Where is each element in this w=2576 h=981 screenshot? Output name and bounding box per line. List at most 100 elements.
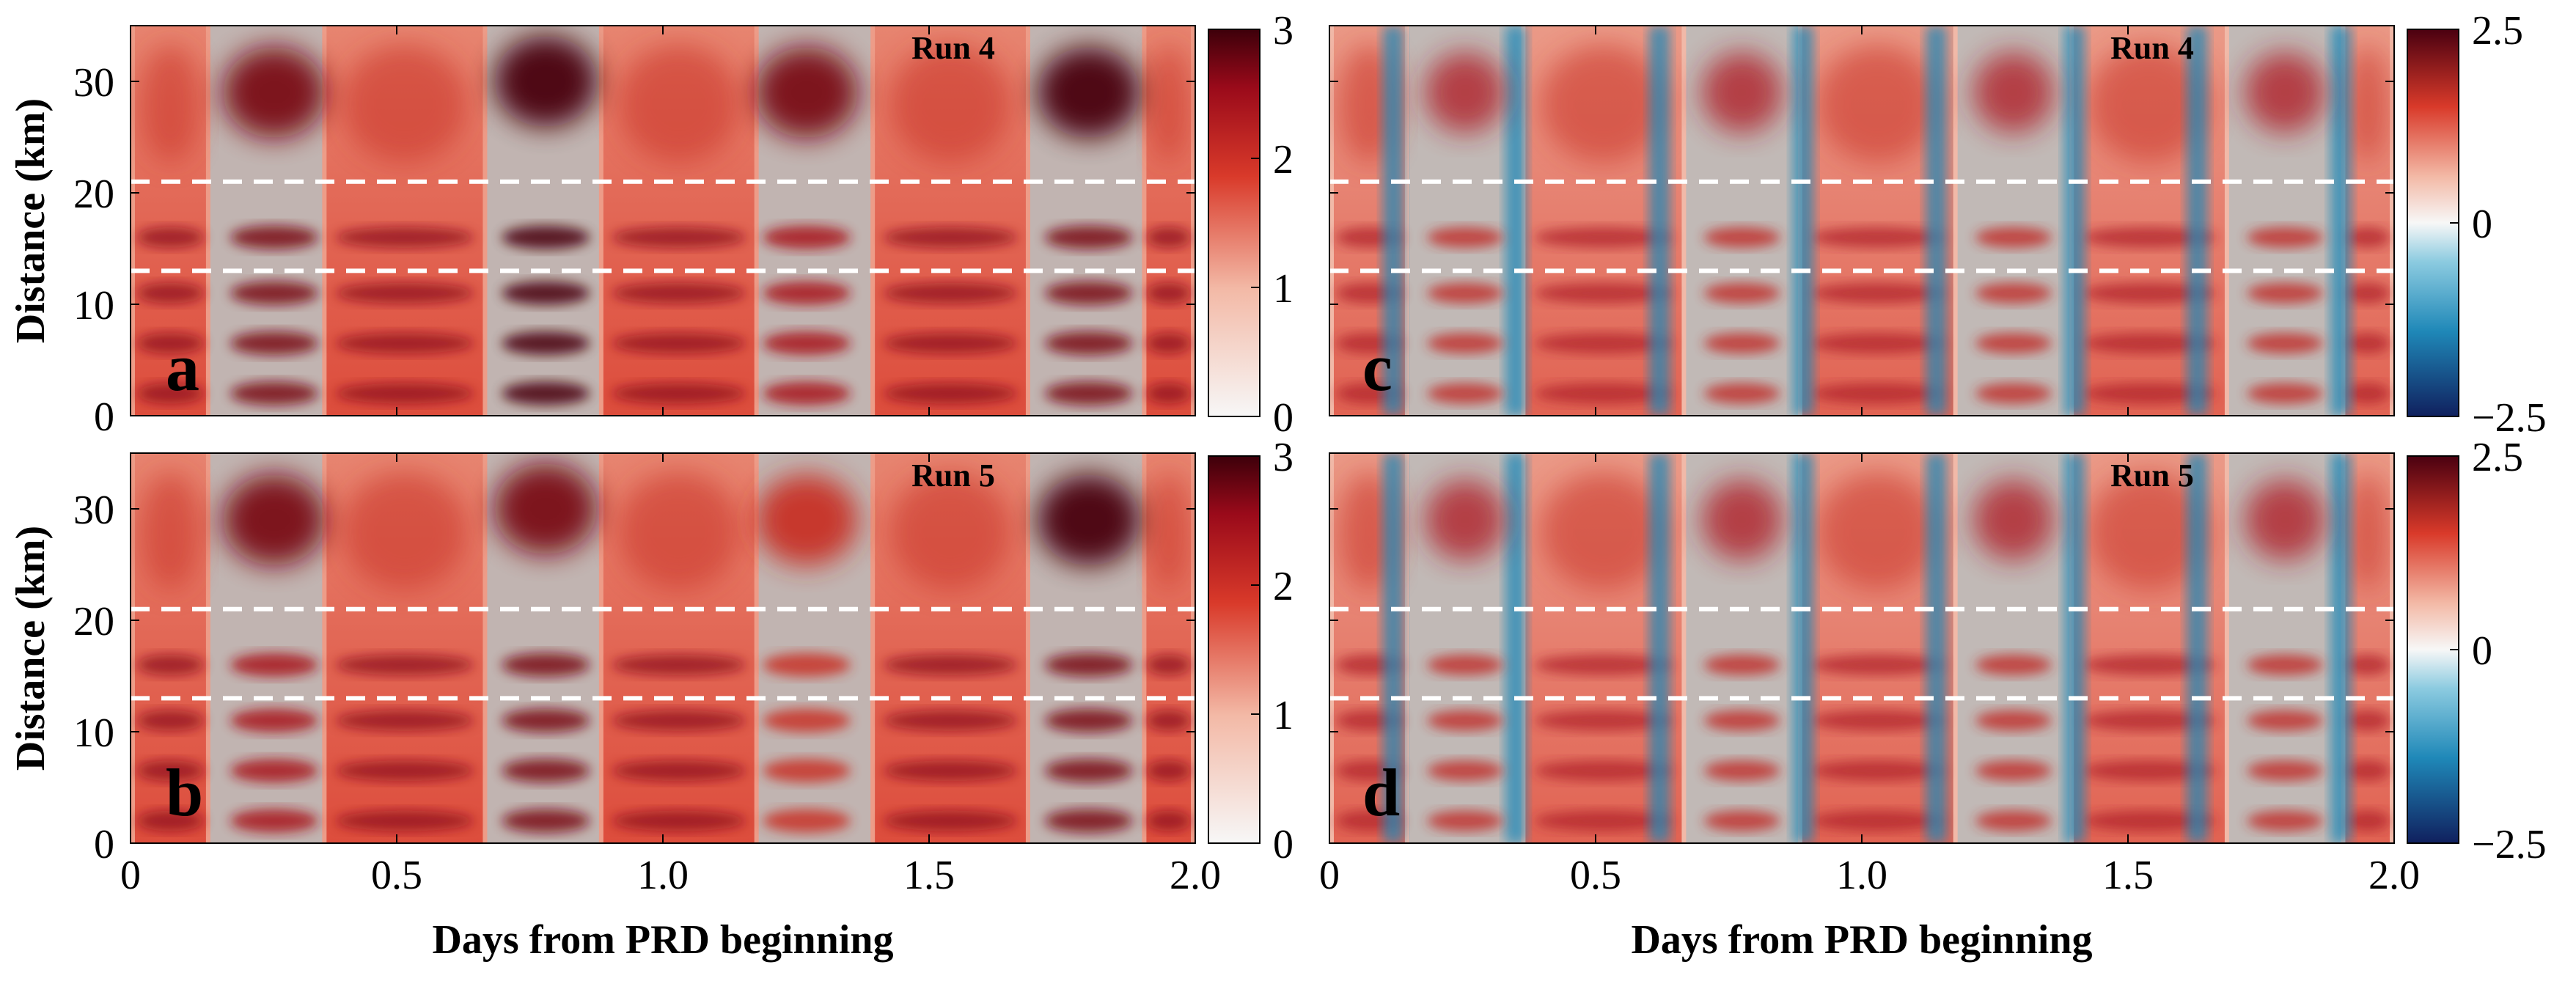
diverging-lane-c-3-0 [2247, 383, 2324, 404]
y-tick-label-a-2: 20 [73, 172, 114, 217]
run-label-d: Run 5 [2110, 458, 2194, 493]
diverging-lane-c-1-0 [1703, 383, 1780, 404]
panel-tag-b: b [166, 755, 203, 830]
y-tick-label-b-2: 20 [73, 599, 114, 644]
negative-band-c-6 [2187, 26, 2208, 416]
y-axis-label-a: Distance (km) [8, 98, 54, 343]
peak-b-2 [755, 474, 859, 566]
peak-lane-b-3-0 [1044, 809, 1133, 833]
stripe-c-1-3 [1534, 227, 1673, 248]
peak-lane-b-0-0 [230, 809, 319, 833]
colorbar-tick-label-d-1: 0 [2472, 628, 2492, 674]
peak-lane-a-3-2 [1044, 281, 1133, 305]
diverging-lane-d-2-0 [1975, 810, 2052, 831]
peak-lane-a-3-0 [1044, 381, 1133, 405]
run-label-c: Run 4 [2110, 30, 2194, 66]
peak-lane-a-0-1 [230, 331, 319, 356]
peak-lane-b-1-0 [502, 809, 590, 833]
peak-a-0 [223, 47, 326, 139]
diverging-lane-c-0-1 [1427, 333, 1504, 354]
stripe-a-3-2 [883, 282, 1018, 304]
peak-a-1 [494, 36, 598, 127]
peak-a-3 [1037, 47, 1140, 139]
upper-blob-d-1 [1541, 472, 1667, 590]
x-tick-label-b-1: 0.5 [371, 853, 422, 898]
diverging-lane-d-1-0 [1703, 810, 1780, 831]
stripe-a-4-1 [1146, 333, 1192, 354]
stripe-c-3-2 [2082, 282, 2217, 304]
colorbar-a [1208, 29, 1261, 417]
stripe-c-1-2 [1534, 282, 1673, 304]
peak-lane-a-2-3 [763, 225, 851, 249]
diverging-lane-d-2-3 [1975, 654, 2052, 675]
colorbar-tick-label-c-2: −2.5 [2472, 395, 2547, 441]
diverging-peak-d-1 [1701, 480, 1783, 561]
peak-lane-b-1-3 [502, 653, 590, 677]
stripe-a-4-0 [1146, 383, 1192, 404]
colorbar-tick-label-b-1: 1 [1273, 693, 1293, 738]
stripe-a-2-2 [612, 282, 746, 304]
stripe-c-4-3 [2345, 227, 2390, 248]
upper-blob-d-4 [2347, 472, 2388, 590]
stripe-a-4-2 [1146, 282, 1192, 304]
peak-b-3 [1037, 474, 1140, 566]
stripe-b-3-1 [883, 760, 1018, 782]
stripe-d-4-3 [2345, 654, 2390, 675]
stripe-d-1-1 [1534, 760, 1673, 782]
panel-b: 0 0.5 1.0 1.5 2.0 0 10 20 30 Run 5 b 0 1 2 3 Days f… [73, 435, 1293, 963]
peak-lane-a-2-0 [763, 381, 851, 405]
stripe-a-0-0 [136, 383, 205, 404]
colorbar-tick-label-b-3: 3 [1273, 435, 1293, 480]
colorbar-tick-label-c-1: 0 [2472, 202, 2492, 247]
y-tick-label-a-3: 30 [73, 60, 114, 106]
stripe-a-1-1 [335, 333, 474, 354]
peak-lane-a-1-1 [502, 331, 590, 356]
x-tick-label-b-0: 0 [120, 853, 141, 898]
upper-blob-a-1 [342, 45, 468, 163]
peak-lane-b-1-2 [502, 708, 590, 732]
diverging-peak-c-3 [2245, 52, 2326, 133]
diverging-lane-c-1-3 [1703, 227, 1780, 248]
colorbar-tick-label-b-2: 2 [1273, 564, 1293, 609]
stripe-b-2-2 [612, 710, 746, 731]
x-tick-label-d-1: 0.5 [1570, 853, 1621, 898]
peak-lane-a-1-0 [502, 381, 590, 405]
run-label-b: Run 5 [911, 458, 995, 493]
peak-lane-b-0-1 [230, 759, 319, 783]
upper-blob-d-3 [2088, 472, 2210, 590]
stripe-c-1-0 [1534, 383, 1673, 404]
stripe-b-1-2 [335, 710, 474, 731]
y-tick-label-b-3: 30 [73, 488, 114, 533]
stripe-c-2-0 [1810, 383, 1945, 404]
upper-blob-a-4 [1148, 45, 1189, 163]
x-tick-label-d-2: 1.0 [1836, 853, 1887, 898]
diverging-lane-c-2-2 [1975, 282, 2052, 304]
negative-band-c-1 [1505, 26, 1527, 416]
diverging-lane-d-0-2 [1427, 710, 1504, 731]
stripe-c-2-1 [1810, 333, 1945, 354]
heatmap-c [1329, 26, 2394, 416]
upper-blob-a-0 [140, 45, 201, 163]
colorbar-tick-label-d-0: 2.5 [2472, 435, 2523, 480]
stripe-b-2-3 [612, 654, 746, 675]
upper-blob-a-2 [618, 45, 740, 163]
stripe-d-1-0 [1534, 810, 1673, 831]
diverging-lane-c-0-3 [1427, 227, 1504, 248]
stripe-b-4-3 [1146, 654, 1192, 675]
upper-blob-c-2 [1817, 45, 1939, 163]
upper-blob-b-1 [342, 472, 468, 590]
stripe-a-1-3 [335, 227, 474, 248]
diverging-lane-d-3-2 [2247, 710, 2324, 731]
stripe-b-0-2 [136, 710, 205, 731]
stripe-b-3-3 [883, 654, 1018, 675]
stripe-a-2-0 [612, 383, 746, 404]
stripe-a-3-1 [883, 333, 1018, 354]
peak-lane-a-2-2 [763, 281, 851, 305]
stripe-b-4-0 [1146, 810, 1192, 831]
panel-tag-d: d [1362, 755, 1400, 830]
colorbar-tick-label-c-0: 2.5 [2472, 8, 2523, 54]
negative-band-d-0 [1383, 453, 1404, 843]
stripe-b-3-2 [883, 710, 1018, 731]
diverging-lane-d-0-3 [1427, 654, 1504, 675]
y-tick-label-b-1: 10 [73, 710, 114, 756]
